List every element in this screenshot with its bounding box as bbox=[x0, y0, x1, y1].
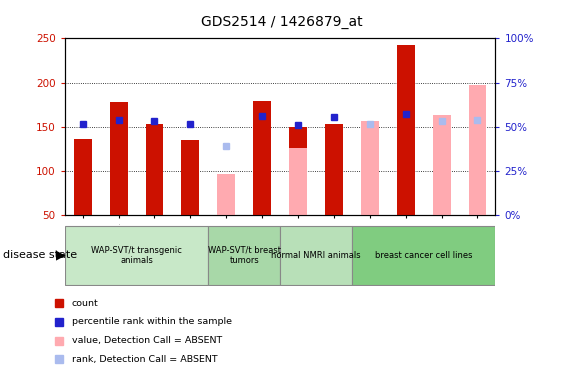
Bar bbox=[361, 121, 379, 215]
Bar bbox=[280, 226, 352, 285]
Bar bbox=[352, 226, 495, 285]
Bar bbox=[432, 115, 450, 215]
Bar bbox=[397, 45, 415, 215]
Text: rank, Detection Call = ABSENT: rank, Detection Call = ABSENT bbox=[72, 355, 217, 364]
Text: WAP-SVT/t breast
tumors: WAP-SVT/t breast tumors bbox=[208, 246, 281, 265]
Bar bbox=[325, 124, 343, 215]
Text: value, Detection Call = ABSENT: value, Detection Call = ABSENT bbox=[72, 336, 222, 345]
Bar bbox=[208, 226, 280, 285]
Text: count: count bbox=[72, 299, 99, 308]
Text: breast cancer cell lines: breast cancer cell lines bbox=[375, 251, 472, 260]
Bar bbox=[74, 139, 92, 215]
Bar bbox=[253, 101, 271, 215]
Bar bbox=[145, 124, 163, 215]
Bar bbox=[181, 140, 199, 215]
Bar bbox=[217, 174, 235, 215]
Bar bbox=[65, 226, 208, 285]
Text: GDS2514 / 1426879_at: GDS2514 / 1426879_at bbox=[200, 15, 363, 29]
Bar bbox=[289, 127, 307, 215]
Bar bbox=[110, 102, 128, 215]
Bar bbox=[289, 148, 307, 215]
Text: normal NMRI animals: normal NMRI animals bbox=[271, 251, 361, 260]
Text: disease state: disease state bbox=[3, 250, 77, 260]
Text: ▶: ▶ bbox=[56, 249, 66, 262]
Bar bbox=[468, 85, 486, 215]
Text: WAP-SVT/t transgenic
animals: WAP-SVT/t transgenic animals bbox=[91, 246, 182, 265]
Text: percentile rank within the sample: percentile rank within the sample bbox=[72, 317, 232, 326]
